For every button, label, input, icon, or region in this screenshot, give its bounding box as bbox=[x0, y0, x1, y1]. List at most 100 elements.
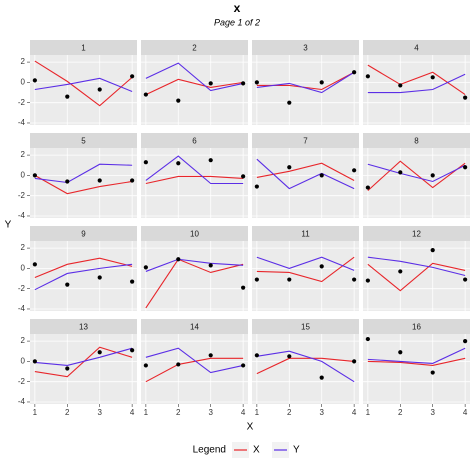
point bbox=[176, 362, 181, 367]
strip bbox=[141, 40, 248, 55]
legend-label: X bbox=[253, 445, 260, 456]
series-line bbox=[145, 155, 244, 185]
strip bbox=[252, 319, 359, 334]
strip bbox=[30, 319, 137, 334]
panel-background bbox=[363, 334, 470, 404]
x-tick-label: 4 bbox=[352, 408, 357, 417]
strip bbox=[141, 133, 248, 148]
point bbox=[287, 277, 292, 282]
point bbox=[130, 178, 135, 183]
series-line bbox=[256, 256, 355, 283]
panel-background bbox=[141, 241, 248, 311]
y-tick-label: 0 bbox=[21, 264, 26, 273]
y-tick-label: 0 bbox=[21, 78, 26, 87]
point bbox=[97, 350, 102, 355]
strip-label: 4 bbox=[414, 44, 419, 53]
point bbox=[130, 74, 135, 79]
point bbox=[398, 269, 403, 274]
strip-label: 7 bbox=[303, 137, 308, 146]
point bbox=[32, 78, 37, 83]
x-axis-label: X bbox=[247, 422, 254, 433]
x-tick-label: 3 bbox=[319, 408, 324, 417]
panel-background bbox=[363, 241, 470, 311]
panel-background bbox=[141, 334, 248, 404]
series-line bbox=[256, 357, 355, 375]
strip-label: 14 bbox=[190, 323, 199, 332]
point bbox=[254, 353, 259, 358]
point bbox=[32, 359, 37, 364]
point bbox=[65, 366, 70, 371]
point bbox=[430, 370, 435, 375]
strip bbox=[141, 226, 248, 241]
point bbox=[208, 263, 213, 268]
point bbox=[254, 184, 259, 189]
x-tick-label: 2 bbox=[65, 408, 70, 417]
strip-label: 13 bbox=[79, 323, 88, 332]
strip-label: 10 bbox=[190, 230, 199, 239]
point bbox=[463, 277, 468, 282]
point bbox=[143, 92, 148, 97]
x-tick-label: 3 bbox=[97, 408, 102, 417]
x-tick-label: 1 bbox=[366, 408, 371, 417]
series-line bbox=[34, 347, 133, 367]
series-line bbox=[34, 257, 133, 279]
point bbox=[65, 282, 70, 287]
strip-label: 9 bbox=[81, 230, 86, 239]
point bbox=[319, 173, 324, 178]
series-line bbox=[145, 175, 244, 185]
series-line bbox=[367, 347, 466, 364]
strip bbox=[252, 226, 359, 241]
x-tick-label: 4 bbox=[130, 408, 135, 417]
point bbox=[97, 87, 102, 92]
series-line bbox=[145, 258, 244, 309]
series-line bbox=[34, 174, 133, 195]
panel-background bbox=[141, 55, 248, 125]
point bbox=[287, 354, 292, 359]
point bbox=[430, 248, 435, 253]
series-line bbox=[367, 160, 466, 192]
y-tick-label: -2 bbox=[18, 191, 26, 200]
point bbox=[398, 350, 403, 355]
strip bbox=[363, 319, 470, 334]
panel-background bbox=[30, 55, 137, 125]
strip bbox=[141, 319, 248, 334]
series-line bbox=[145, 62, 244, 92]
x-tick-label: 1 bbox=[33, 408, 38, 417]
point bbox=[208, 353, 213, 358]
panel-background bbox=[30, 334, 137, 404]
point bbox=[254, 277, 259, 282]
y-tick-label: -2 bbox=[18, 98, 26, 107]
series-line bbox=[256, 350, 355, 383]
point bbox=[241, 285, 246, 290]
series-line bbox=[367, 256, 466, 277]
y-tick-label: 2 bbox=[21, 150, 26, 159]
point bbox=[254, 80, 259, 85]
y-tick-label: -4 bbox=[18, 118, 26, 127]
x-tick-label: 4 bbox=[241, 408, 246, 417]
series-line bbox=[34, 77, 133, 93]
point bbox=[287, 100, 292, 105]
point bbox=[241, 363, 246, 368]
series-line bbox=[34, 163, 133, 184]
strip bbox=[252, 133, 359, 148]
y-tick-label: -2 bbox=[18, 284, 26, 293]
strip bbox=[30, 226, 137, 241]
point bbox=[143, 265, 148, 270]
point bbox=[430, 75, 435, 80]
x-tick-label: 1 bbox=[144, 408, 149, 417]
y-tick-label: 0 bbox=[21, 357, 26, 366]
point bbox=[365, 278, 370, 283]
series-line bbox=[367, 64, 466, 96]
series-line bbox=[367, 73, 466, 94]
point bbox=[352, 70, 357, 75]
strip-label: 1 bbox=[81, 44, 86, 53]
panel-background bbox=[363, 148, 470, 218]
point bbox=[398, 170, 403, 175]
point bbox=[365, 185, 370, 190]
point bbox=[352, 359, 357, 364]
strip bbox=[363, 133, 470, 148]
point bbox=[65, 179, 70, 184]
point bbox=[130, 279, 135, 284]
point bbox=[208, 81, 213, 86]
point bbox=[130, 348, 135, 353]
